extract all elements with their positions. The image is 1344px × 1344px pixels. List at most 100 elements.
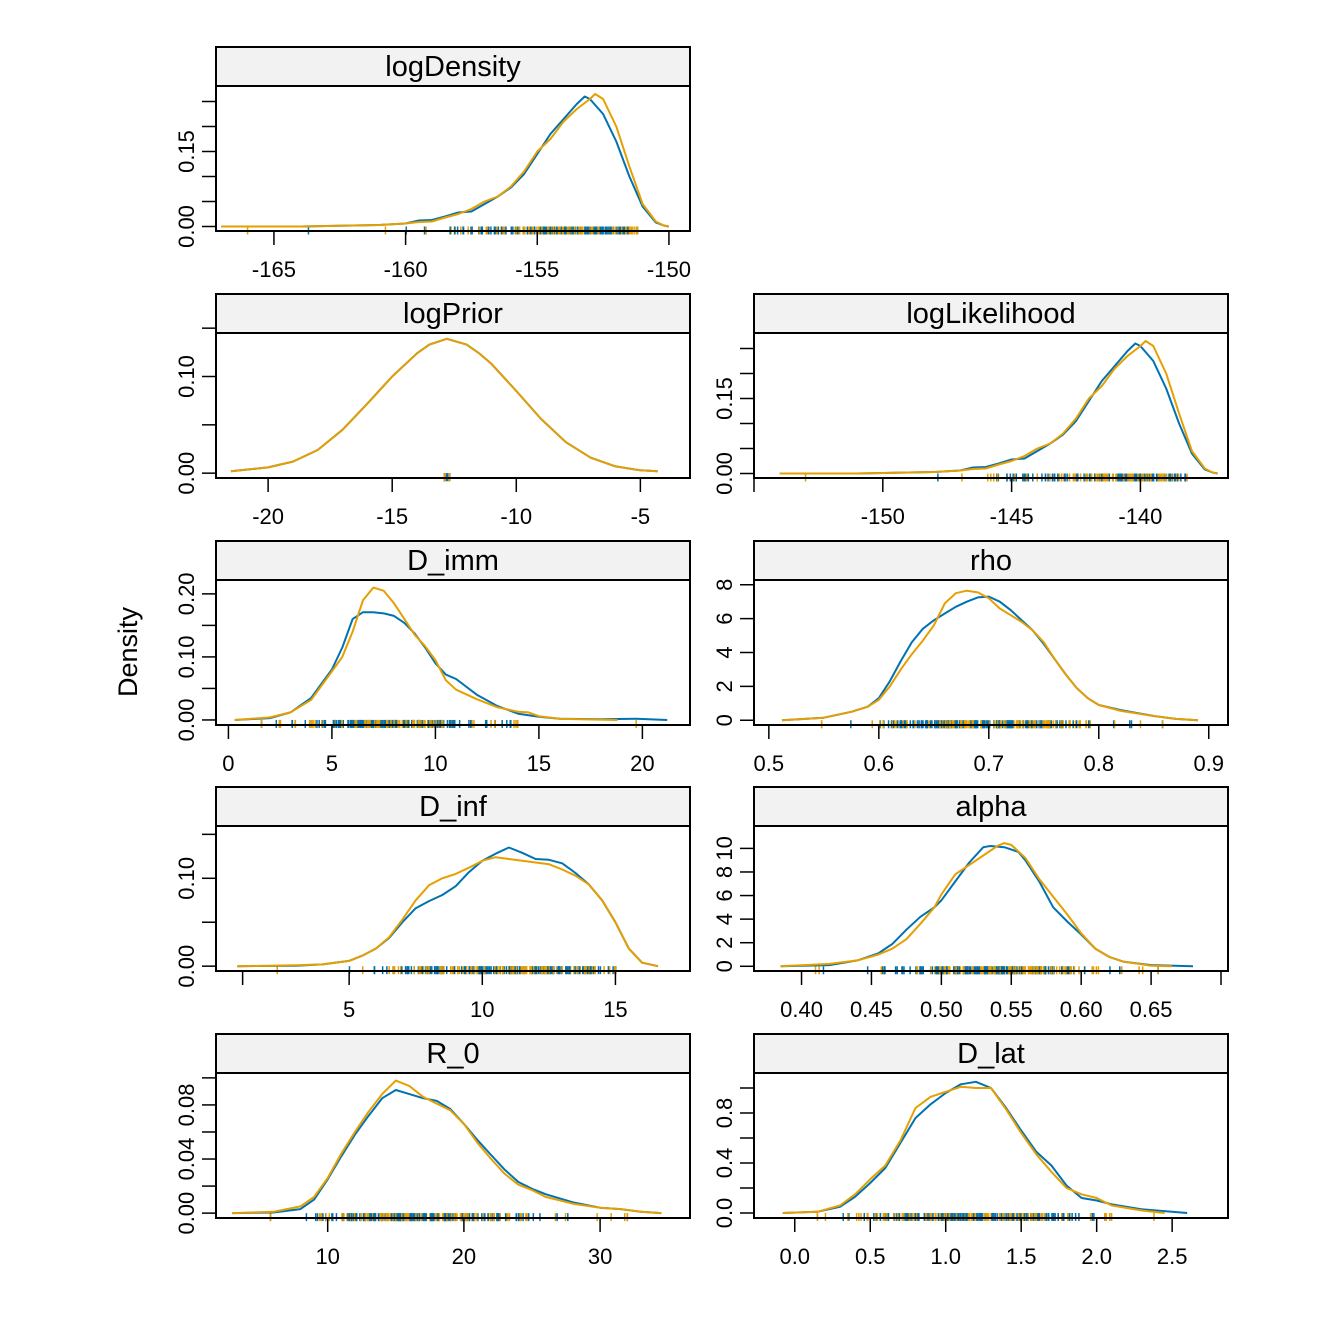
y-tick-label: 0.10: [174, 635, 199, 678]
density-line-chain2: [237, 856, 659, 968]
panel-title: rho: [970, 545, 1012, 577]
x-tick-label: 0.40: [780, 997, 823, 1022]
y-tick-label: 0.00: [174, 205, 199, 248]
plot-frame: [215, 85, 691, 232]
x-tick-label: 20: [452, 1244, 476, 1269]
y-tick-label: 0.15: [174, 130, 199, 173]
x-tick-label: 30: [588, 1244, 612, 1269]
panel-strip: [215, 540, 691, 581]
y-tick-label: 0.00: [174, 945, 199, 988]
density-line-chain2: [781, 589, 1198, 722]
x-tick-label: 15: [603, 997, 627, 1022]
density-line-chain1: [221, 95, 670, 228]
y-tick-label: 0.15: [712, 377, 737, 420]
x-tick-label: 20: [630, 751, 654, 776]
x-tick-label: -15: [376, 504, 408, 529]
x-tick-label: 0.5: [754, 751, 785, 776]
panel-title: D_lat: [957, 1038, 1025, 1070]
x-tick-label: 0: [222, 751, 234, 776]
y-tick-label: 10: [712, 836, 737, 860]
x-tick-label: 5: [343, 997, 355, 1022]
panel-title: logDensity: [385, 51, 521, 83]
panel-title: R_0: [426, 1038, 479, 1070]
panel-strip: [215, 1033, 691, 1074]
density-line-chain2: [230, 337, 658, 473]
x-tick-label: -150: [861, 504, 905, 529]
x-tick-label: -165: [252, 257, 296, 282]
panel-title: logLikelihood: [906, 298, 1075, 330]
panel-title: logPrior: [403, 298, 503, 330]
y-tick-label: 0.08: [174, 1084, 199, 1127]
x-tick-label: 1.5: [1006, 1244, 1037, 1269]
y-tick-label: 0.0: [712, 1198, 737, 1229]
density-line-chain2: [782, 1085, 1165, 1214]
panel-logprior: logPrior 0.00 0.10 -20 -15 -10 -5: [174, 293, 691, 529]
plot-frame: [753, 825, 1229, 972]
x-tick-label: 2.5: [1157, 1244, 1188, 1269]
density-line-chain1: [230, 337, 658, 473]
panel-logdensity: logDensity 0.00 0.15 -165 -160 -155 -150: [174, 46, 691, 282]
x-tick-label: -155: [515, 257, 559, 282]
x-tick-label: -160: [384, 257, 428, 282]
x-tick-label: 0.55: [990, 997, 1033, 1022]
density-line-chain1: [782, 1080, 1188, 1214]
plot-frame: [753, 579, 1229, 726]
density-line-chain1: [779, 342, 1218, 475]
plot-frame: [215, 825, 691, 972]
x-tick-label: 1.0: [930, 1244, 961, 1269]
x-tick-label: 10: [423, 751, 447, 776]
panel-strip: [753, 786, 1229, 827]
x-tick-label: 0.0: [779, 1244, 810, 1269]
panel-d-lat: D_lat 0.0 0.4 0.8 0.0 0.5 1.0 1.5 2.0 2.5: [712, 1033, 1229, 1269]
x-tick-label: 2.0: [1081, 1244, 1112, 1269]
x-tick-label: 15: [527, 751, 551, 776]
x-tick-label: 0.45: [850, 997, 893, 1022]
density-line-chain2: [232, 1079, 662, 1215]
y-tick-label: 0.00: [174, 1192, 199, 1235]
y-tick-label: 0.04: [174, 1138, 199, 1181]
panel-alpha: alpha 0 2 4 6 8 10 0.40 0.45 0.50 0.55 0.60 0.65: [712, 786, 1229, 1022]
plot-frame: [215, 332, 691, 479]
y-tick-label: 0: [712, 960, 737, 972]
x-tick-label: -10: [500, 504, 532, 529]
y-tick-label: 4: [712, 913, 737, 925]
panel-title: D_imm: [407, 545, 499, 577]
y-tick-label: 0.00: [712, 452, 737, 495]
density-line-chain1: [237, 846, 659, 968]
x-tick-label: 0.60: [1060, 997, 1103, 1022]
panel-title: alpha: [956, 791, 1028, 823]
density-line-chain2: [234, 586, 618, 721]
y-tick-label: 2: [712, 937, 737, 949]
plot-frame: [215, 1072, 691, 1219]
y-tick-label: 6: [712, 889, 737, 901]
x-tick-label: 0.9: [1193, 751, 1224, 776]
panel-strip: [215, 46, 691, 87]
x-tick-label: -140: [1118, 504, 1162, 529]
density-line-chain2: [779, 340, 1218, 475]
y-tick-label: 0.8: [712, 1098, 737, 1129]
panel-title: D_inf: [419, 791, 488, 823]
y-tick-label: 4: [712, 646, 737, 658]
y-tick-label: 2: [712, 680, 737, 692]
y-tick-label: 0.10: [174, 857, 199, 900]
x-tick-label: -5: [631, 504, 651, 529]
panel-d-inf: D_inf 0.00 0.10 5 10 15: [174, 786, 691, 1022]
x-tick-label: 10: [470, 997, 494, 1022]
x-tick-label: 0.65: [1130, 997, 1173, 1022]
y-tick-label: 6: [712, 612, 737, 624]
panel-r-0: R_0 0.00 0.04 0.08 10 20 30: [174, 1033, 691, 1269]
density-line-chain2: [780, 842, 1173, 968]
x-tick-label: 0.5: [855, 1244, 886, 1269]
x-tick-label: 0.6: [864, 751, 895, 776]
panel-rho: rho 0 2 4 6 8 0.5 0.6 0.7 0.8 0.9: [712, 540, 1229, 776]
y-tick-label: 8: [712, 579, 737, 591]
panel-strip: [753, 293, 1229, 334]
x-tick-label: -20: [252, 504, 284, 529]
y-tick-label: 0.4: [712, 1148, 737, 1179]
y-tick-label: 0.10: [174, 355, 199, 398]
x-tick-label: -145: [990, 504, 1034, 529]
plot-frame: [753, 332, 1229, 479]
x-tick-label: 0.7: [974, 751, 1005, 776]
x-tick-label: 5: [326, 751, 338, 776]
